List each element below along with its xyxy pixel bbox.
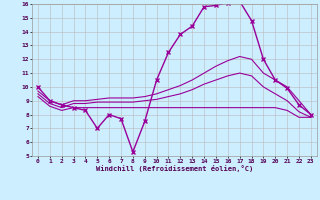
X-axis label: Windchill (Refroidissement éolien,°C): Windchill (Refroidissement éolien,°C) xyxy=(96,165,253,172)
